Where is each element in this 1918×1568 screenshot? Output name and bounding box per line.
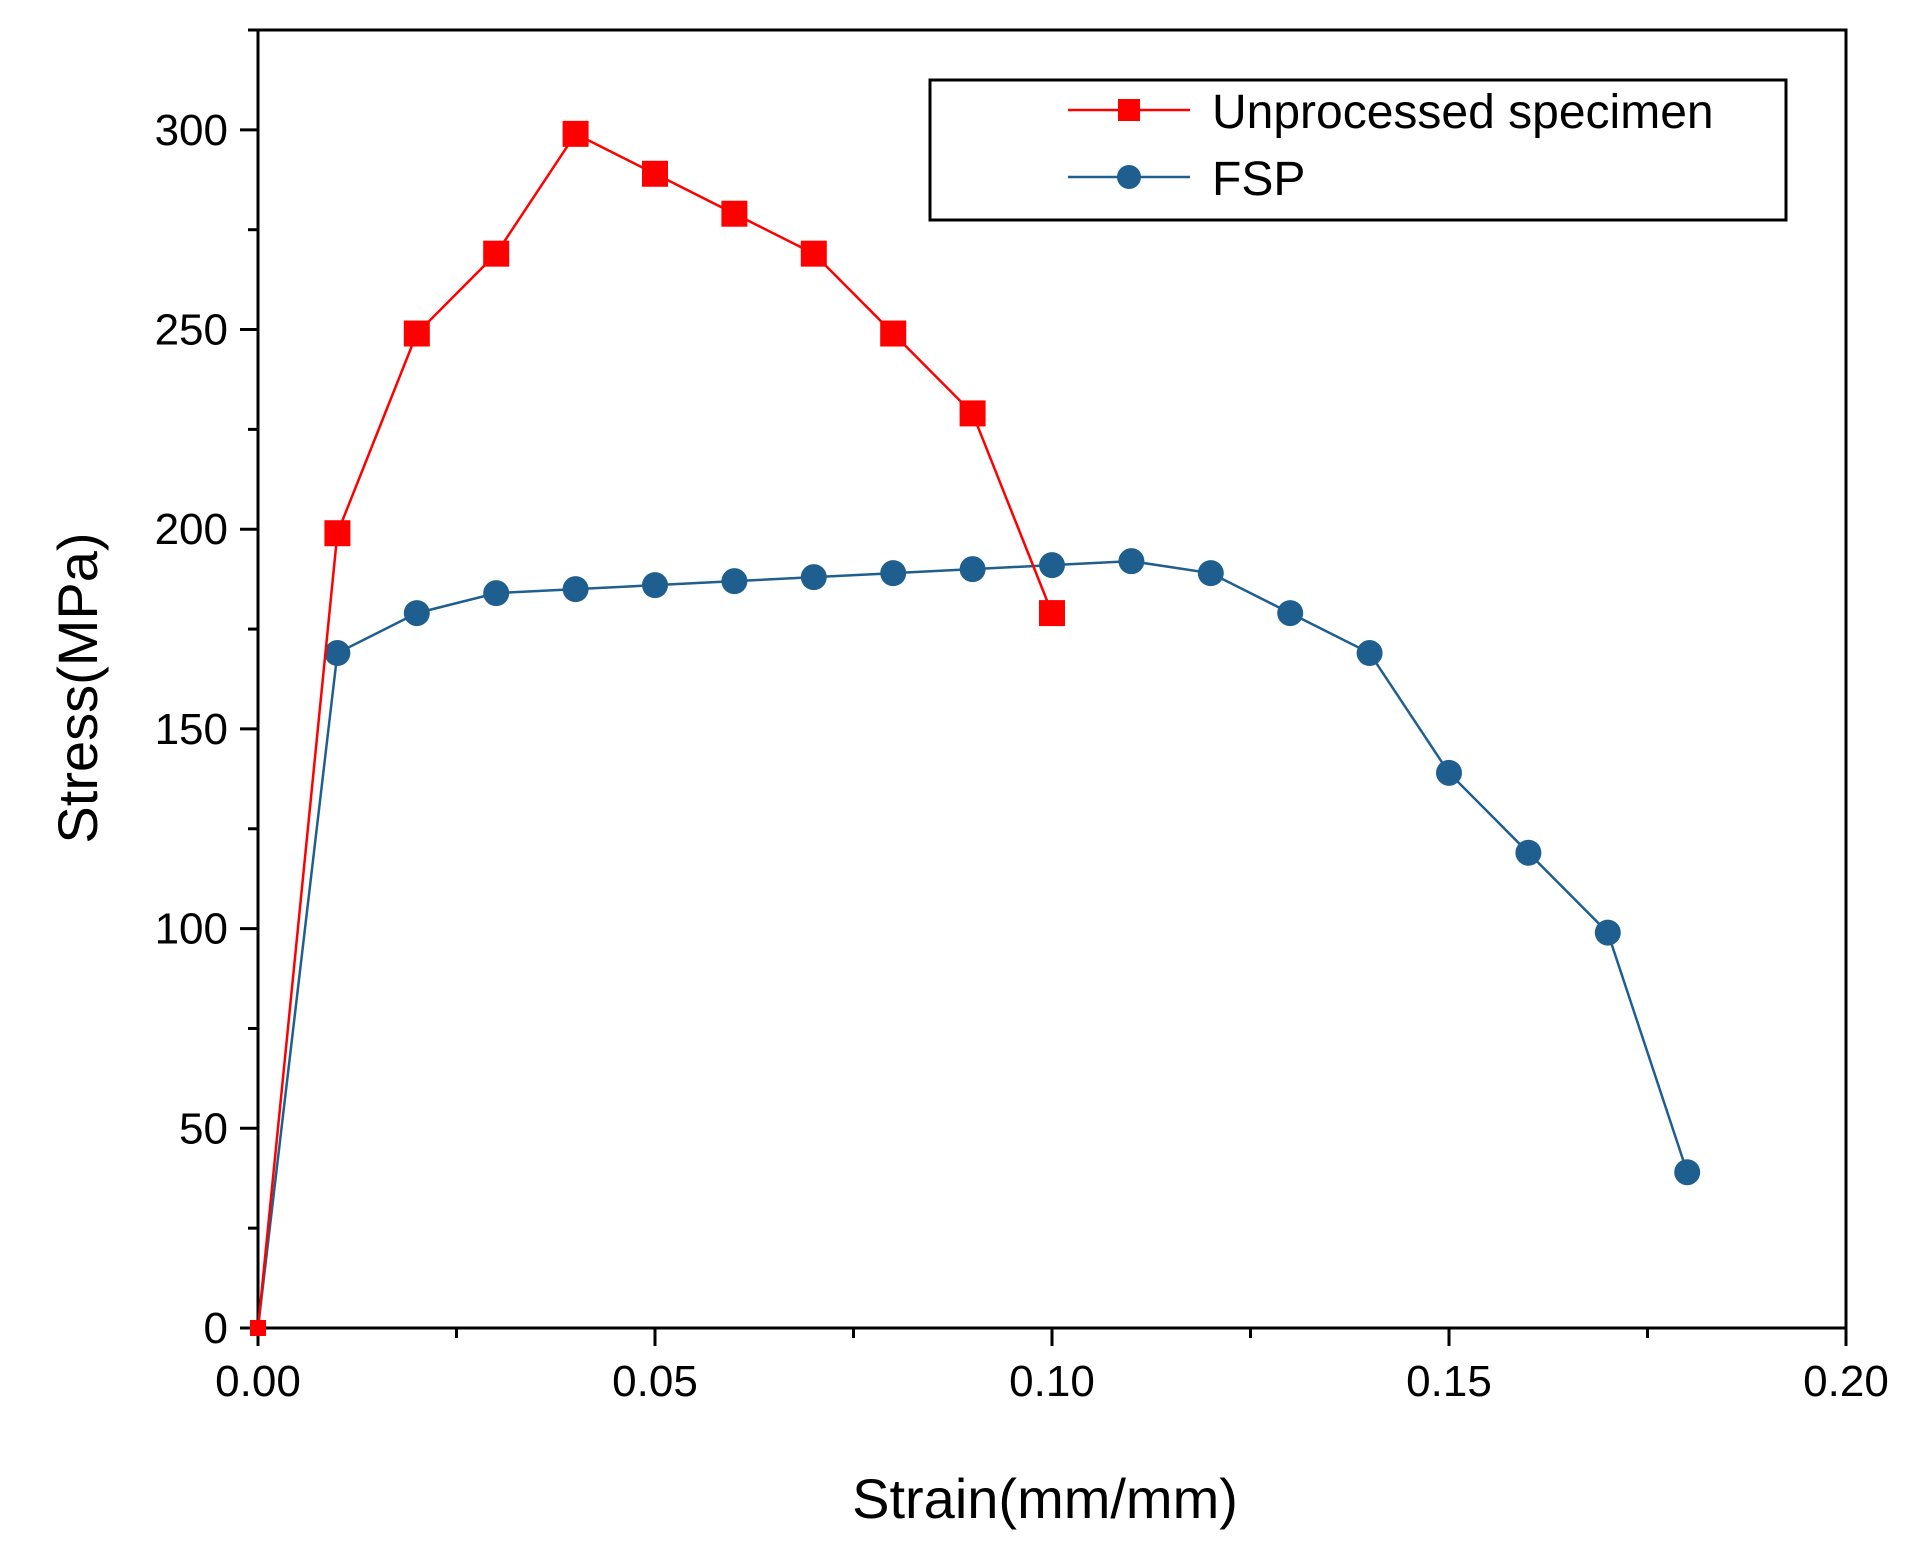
data-point (562, 120, 589, 147)
legend: Unprocessed specimen FSP (928, 78, 1788, 222)
data-point (959, 556, 986, 583)
legend-box (928, 78, 1788, 222)
legend-marker-unprocessed (1118, 99, 1140, 121)
x-axis: 0.00 0.05 0.10 0.15 0.20 (215, 1328, 1889, 1406)
x-tick-label: 0.20 (1803, 1357, 1889, 1406)
data-point (642, 160, 668, 187)
series-line (256, 559, 1689, 1329)
y-tick-label: 200 (155, 505, 228, 554)
series-layer (250, 120, 1701, 1336)
legend-label-unprocessed: Unprocessed specimen (1212, 86, 1714, 139)
data-point (1039, 552, 1065, 579)
data-point (403, 320, 430, 347)
data-point (250, 1320, 266, 1336)
data-point (800, 240, 827, 267)
x-axis-title: Strain(mm/mm) (852, 1467, 1238, 1530)
data-point (642, 572, 668, 599)
data-point (1118, 548, 1145, 575)
y-tick-label: 0 (204, 1304, 228, 1353)
data-point (403, 600, 430, 627)
y-tick-label: 50 (179, 1104, 228, 1153)
legend-label-fsp: FSP (1212, 153, 1305, 206)
y-tick-label: 250 (155, 306, 228, 355)
data-point (959, 400, 986, 427)
data-point (1356, 640, 1383, 667)
plot-border (256, 28, 1848, 1330)
y-tick-label: 300 (155, 106, 228, 155)
y-axis-title: Stress(MPa) (46, 532, 109, 843)
x-tick-label: 0.00 (215, 1357, 301, 1406)
data-point (1436, 759, 1462, 786)
series-line (256, 132, 1054, 1329)
data-point (483, 580, 510, 607)
data-point (1674, 1159, 1701, 1186)
data-point (324, 520, 351, 547)
data-point (483, 240, 510, 267)
y-tick-label: 150 (155, 705, 228, 754)
data-point (880, 320, 907, 347)
y-axis: 0 50 100 150 200 250 300 (155, 28, 258, 1353)
data-point (324, 640, 351, 667)
data-point (1277, 600, 1304, 627)
series-fsp (250, 548, 1701, 1336)
x-tick-label: 0.15 (1406, 1357, 1492, 1406)
data-point (1197, 560, 1224, 587)
y-tick-label: 100 (155, 905, 228, 954)
series-unprocessed (250, 120, 1065, 1336)
data-point (1039, 600, 1065, 627)
data-point (1515, 839, 1542, 866)
x-tick-label: 0.10 (1009, 1357, 1095, 1406)
data-point (800, 564, 827, 591)
x-tick-label: 0.05 (612, 1357, 698, 1406)
plot-frame (256, 28, 1848, 1330)
data-point (1594, 919, 1621, 946)
data-point (721, 568, 748, 595)
data-point (880, 560, 907, 587)
data-point (562, 576, 589, 603)
legend-marker-fsp (1117, 165, 1141, 189)
data-point (721, 200, 748, 227)
